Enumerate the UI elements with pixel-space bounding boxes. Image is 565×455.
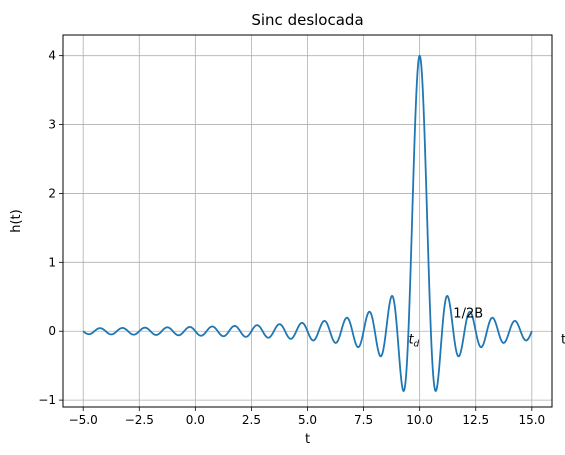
series-line: [82, 54, 533, 392]
x-tick-label: 0.0: [186, 413, 205, 427]
y-axis-label: h(t): [9, 209, 24, 232]
x-tick-label: 15.0: [518, 413, 545, 427]
x-tick-label: −5.0: [69, 413, 98, 427]
series-layer: [82, 54, 533, 392]
annotation-label: 1/2B: [453, 306, 483, 321]
y-tick-label: 4: [48, 49, 56, 63]
chart-title: Sinc deslocada: [251, 11, 363, 29]
grid: [63, 35, 552, 407]
y-tick-label: 1: [48, 255, 56, 269]
x-tick-label: 10.0: [406, 413, 433, 427]
x-tick-label: 5.0: [298, 413, 317, 427]
y-tick-label: 0: [48, 324, 56, 338]
annotation-label: t: [561, 333, 565, 348]
annotations: td 1/2B t: [408, 306, 565, 349]
annotation-label: td: [408, 333, 419, 350]
ticks: −5.0 −2.5 0.0 2.5 5.0 7.5 10.0 12.5 15.0 −1 0 1 2 3 4: [38, 49, 545, 427]
x-axis-label: t: [305, 432, 310, 447]
x-tick-label: −2.5: [125, 413, 154, 427]
y-tick-label: −1: [38, 393, 56, 407]
y-tick-label: 2: [48, 186, 56, 200]
x-tick-label: 7.5: [354, 413, 373, 427]
x-tick-label: 2.5: [242, 413, 261, 427]
x-tick-label: 12.5: [462, 413, 489, 427]
y-tick-label: 3: [48, 118, 56, 132]
